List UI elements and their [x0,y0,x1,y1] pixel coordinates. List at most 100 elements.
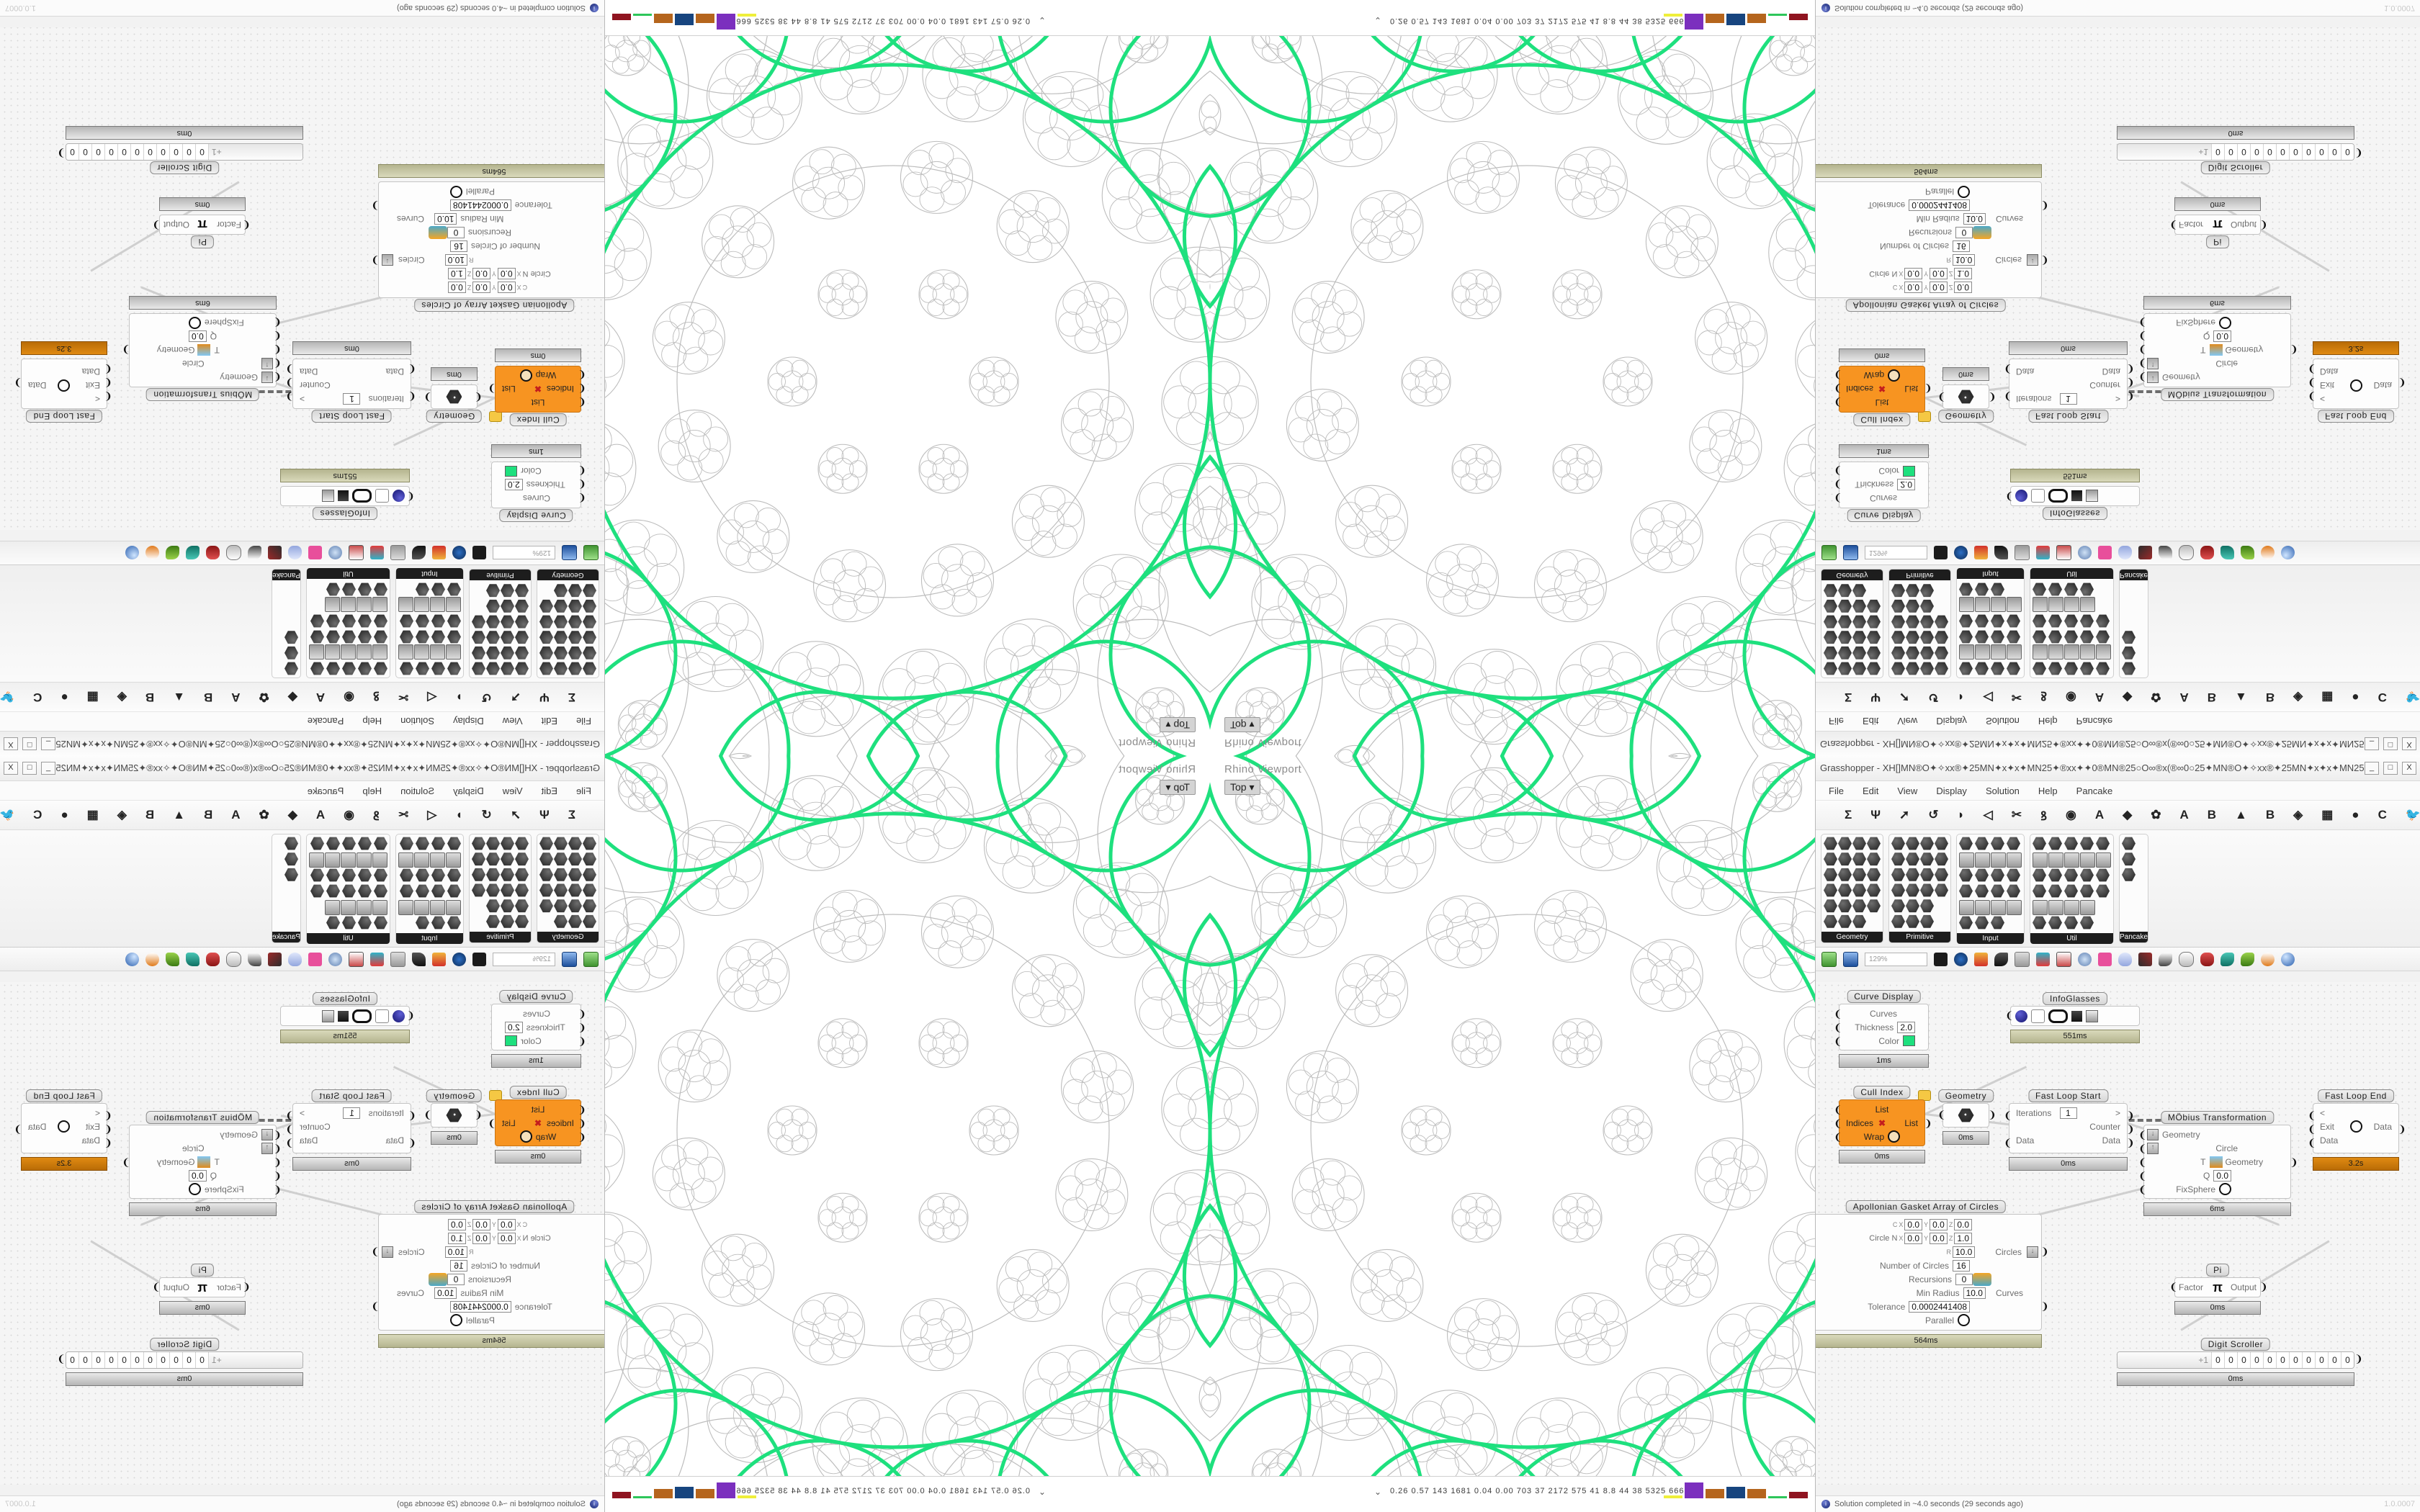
ribbon-component-icon[interactable] [486,899,500,913]
ribbon-component-icon[interactable] [515,899,529,913]
output-port[interactable]: ❩ [2126,391,2135,402]
ribbon-component-icon[interactable] [1959,630,1973,644]
scroller-digit[interactable]: 0 [2237,1352,2250,1368]
window-buttons[interactable]: _ □ X [2365,762,2416,775]
ribbon-component-icon[interactable] [1891,599,1905,613]
cy-input[interactable]: 0.0 [1930,1218,1948,1230]
ribbon-component-icon[interactable] [1935,837,1948,850]
ribbon-tab-9[interactable]: ◉ [2066,690,2076,704]
close-button[interactable]: X [4,737,18,750]
menu-bar[interactable]: File Edit View Display Solution Help Pancake [1816,711,2420,731]
component-fast-loop-end[interactable]: Fast Loop End < Exit Data Data 3.2s ❨ ❨ ❨… [2308,1089,2406,1171]
input-port[interactable]: ❨ [242,1281,251,1292]
ribbon-tab-1[interactable]: Σ [568,690,575,704]
up-arrow-icon[interactable]: ↑ [2147,358,2159,370]
component-body[interactable]: Curves Thickness 2.0 Color [491,462,581,508]
tolerance-input[interactable]: 0.0002441408 [1909,1300,1970,1313]
output-port[interactable]: ❩ [2398,1123,2406,1135]
ribbon-component-icon[interactable] [2080,900,2095,915]
ribbon-component-icon[interactable] [515,868,529,881]
search-icon[interactable] [328,546,342,560]
paint-b-icon[interactable] [2241,952,2254,966]
ribbon-component-icon[interactable] [1975,597,1990,612]
ribbon-component-icon[interactable] [1906,646,1919,660]
rhino-viewport[interactable]: Rhino Viewport Top ▾ [604,756,1210,1476]
ribbon-component-icon[interactable] [358,916,372,930]
zoom-level-input[interactable]: 129% [493,952,555,966]
ribbon-component-icon[interactable] [1959,614,1973,628]
ribbon-component-icon[interactable] [1935,662,1948,675]
input-port[interactable]: ❨ [2138,372,2147,383]
panel-icon[interactable] [2071,1010,2082,1022]
menu-bar[interactable]: File Edit View Display Solution Help Pancake [1816,781,2420,801]
ribbon-component-icon[interactable] [568,599,582,613]
ribbon-component-icon[interactable] [2048,837,2062,850]
input-port[interactable]: ❨ [1834,1022,1842,1033]
ribbon-component-icon[interactable] [1838,837,1852,850]
cz-input[interactable]: 0.0 [448,1218,466,1230]
search-icon[interactable] [2078,952,2092,966]
cy-input[interactable]: 0.0 [472,1218,490,1230]
ribbon-component-icon[interactable] [2064,868,2078,882]
ribbon-component-icon[interactable] [357,852,372,868]
ribbon-component-icon[interactable] [2033,630,2046,644]
ribbon-component-icon[interactable] [1852,646,1866,660]
ribbon-component-icon[interactable] [501,852,514,866]
ribbon-component-icon[interactable] [515,631,529,644]
ribbon-component-icon[interactable] [447,630,461,644]
input-port[interactable]: ❨ [104,1123,112,1135]
input-port[interactable]: ❨ [273,1156,282,1168]
preview-icon[interactable] [412,546,426,560]
fit-view-icon[interactable] [1934,546,1948,560]
menu-item-help[interactable]: Help [362,785,382,796]
ribbon-tab-17[interactable]: ◈ [117,690,127,704]
menu-item-pancake[interactable]: Pancake [2076,716,2113,727]
scroller-digit[interactable]: 0 [92,1352,105,1368]
ribbon-component-icon[interactable] [1838,852,1852,866]
ribbon-component-icon[interactable] [2080,630,2094,644]
ribbon-component-icon[interactable] [2048,597,2063,612]
ribbon-tab-8[interactable]: ꝸ [2040,809,2048,823]
iterations-input[interactable]: 1 [2059,1107,2077,1119]
ribbon-component-icon[interactable] [1867,631,1881,644]
ribbon-component-icon[interactable] [2033,900,2048,915]
ribbon-component-icon[interactable] [372,597,387,612]
ribbon-component-icon[interactable] [1838,883,1852,897]
ribbon-component-icon[interactable] [284,852,298,866]
ribbon-component-icon[interactable] [539,631,553,644]
ribbon-component-icon[interactable] [2080,837,2094,850]
down-arrow-icon[interactable]: ↓ [261,1128,273,1140]
ribbon-tab-14[interactable]: B [203,690,213,704]
input-port[interactable]: ❨ [578,1131,586,1143]
ribbon-component-icon[interactable] [431,662,445,675]
pipe-icon[interactable] [2179,951,2194,967]
ribbon-component-icon[interactable] [374,582,387,596]
exit-toggle[interactable] [58,379,71,392]
input-port[interactable]: ❨ [2138,1184,2147,1195]
ribbon-component-icon[interactable] [2048,662,2062,675]
panel-icon[interactable] [338,1010,349,1022]
ribbon-component-icon[interactable] [1991,837,2004,850]
scroller-digit[interactable]: 0 [2250,1352,2263,1368]
ribbon-tab-2[interactable]: Ψ [539,808,550,822]
ribbon-component-icon[interactable] [1824,646,1837,660]
ribbon-component-icon[interactable] [2048,582,2062,596]
q-input[interactable]: 0.0 [2213,330,2231,343]
maximize-button[interactable]: □ [2383,737,2398,750]
input-port[interactable]: ❨ [104,377,112,389]
input-port[interactable]: ❨ [1834,492,1842,504]
solid-icon[interactable] [2200,546,2214,560]
ribbon-panel-geometry[interactable]: Geometry [537,569,599,678]
ribbon-panel-primitive[interactable]: Primitive [469,569,532,678]
ribbon-component-icon[interactable] [414,900,429,915]
scroller-digit[interactable]: 0 [66,1352,79,1368]
viewport-view-dropdown[interactable]: Top ▾ [1160,780,1196,795]
component-fast-loop-end[interactable]: Fast Loop End < Exit Data Data 3.2s ❨ ❨ ❨… [14,1089,112,1171]
ribbon-component-icon[interactable] [430,852,445,868]
input-port[interactable]: ❨ [408,1137,416,1148]
card-icon[interactable] [322,1009,334,1022]
ribbon-component-icon[interactable] [342,630,356,644]
ribbon-component-icon[interactable] [341,852,356,868]
ribbon-component-icon[interactable] [1891,837,1905,850]
output-port[interactable]: ❩ [2126,1137,2135,1148]
